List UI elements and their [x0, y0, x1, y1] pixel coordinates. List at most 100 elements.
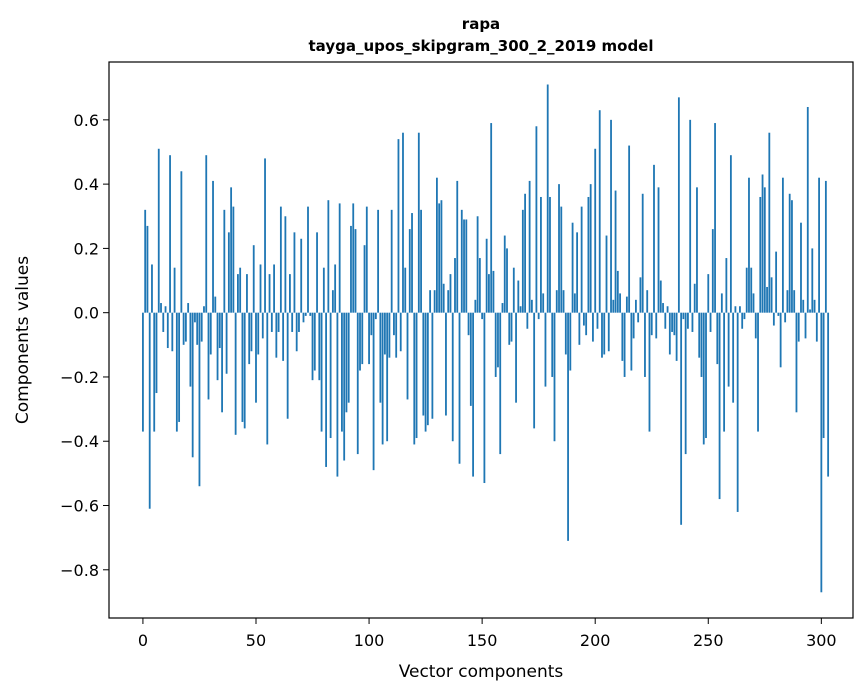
bar: [589, 184, 592, 313]
bar: [641, 193, 644, 313]
bar: [463, 219, 465, 313]
bar: [399, 312, 402, 352]
bar: [322, 267, 325, 313]
bar: [587, 196, 590, 313]
bar: [304, 312, 307, 316]
y-tick-label: −0.2: [60, 368, 99, 387]
y-tick-label: −0.6: [60, 497, 99, 516]
bar: [408, 229, 411, 313]
bar: [546, 84, 549, 313]
bar: [454, 258, 456, 313]
bar: [289, 274, 291, 313]
bar: [404, 267, 407, 313]
bar: [420, 209, 422, 313]
bar: [383, 312, 386, 355]
bar: [257, 312, 260, 355]
bar: [472, 312, 474, 477]
bar: [397, 139, 400, 313]
bar: [200, 312, 203, 342]
bar: [182, 312, 185, 345]
bar: [298, 312, 300, 332]
chart-title: rapa: [462, 15, 500, 33]
bar: [209, 312, 212, 355]
bar: [662, 303, 664, 313]
bar: [517, 280, 520, 313]
bar: [824, 180, 827, 313]
bar: [270, 312, 273, 332]
bar: [196, 312, 199, 345]
bar: [169, 155, 171, 313]
bar: [653, 164, 655, 313]
y-tick-label: −0.4: [60, 432, 99, 451]
bar: [689, 119, 692, 313]
bar: [625, 296, 628, 313]
bar: [729, 155, 732, 313]
bar: [535, 126, 538, 313]
bar: [341, 312, 343, 432]
bar: [275, 312, 278, 358]
bar: [497, 312, 499, 368]
bar: [675, 312, 678, 361]
bar: [777, 312, 780, 316]
bar: [815, 312, 818, 342]
x-tick-label: 100: [354, 631, 385, 650]
y-axis-ticks: −0.8 −0.6 −0.4 −0.2 0.0 0.2 0.4 0.6: [60, 111, 109, 580]
chart-subtitle: tayga_upos_skipgram_300_2_2019 model: [309, 37, 654, 55]
bar: [223, 209, 226, 313]
bar: [445, 312, 447, 416]
bar: [395, 312, 398, 358]
bar: [173, 267, 176, 313]
bar: [422, 312, 425, 416]
bar: [526, 312, 529, 329]
bar: [761, 174, 764, 313]
bar: [677, 97, 680, 313]
bar: [368, 312, 370, 365]
bar: [806, 106, 809, 313]
bar: [605, 235, 608, 313]
bar: [221, 312, 223, 413]
bar: [772, 312, 775, 326]
bar: [716, 312, 719, 365]
bar: [822, 312, 825, 439]
bar: [189, 312, 192, 387]
bar: [286, 312, 289, 419]
bar: [474, 299, 477, 313]
bar: [797, 312, 800, 342]
bar: [673, 312, 676, 336]
bar: [739, 306, 741, 313]
bar: [691, 312, 694, 332]
bar: [483, 312, 486, 484]
bar: [720, 293, 723, 313]
bar: [402, 132, 404, 313]
bar: [379, 312, 382, 403]
bar: [580, 206, 583, 313]
bar: [709, 312, 712, 332]
bar: [243, 312, 246, 429]
bar: [804, 312, 807, 339]
bar: [775, 251, 778, 313]
bar: [282, 312, 285, 361]
bar: [537, 312, 540, 320]
bar: [750, 267, 753, 313]
bar: [264, 158, 266, 313]
bar: [485, 238, 488, 313]
bar: [779, 312, 782, 368]
bar: [194, 312, 196, 323]
bar: [336, 312, 339, 477]
bar: [573, 293, 576, 313]
y-tick-label: 0.0: [74, 304, 99, 323]
bar: [449, 274, 452, 313]
bar: [668, 312, 671, 355]
bar: [241, 312, 244, 422]
bar: [693, 283, 696, 313]
bar: [311, 312, 314, 381]
bar: [499, 312, 502, 455]
bar: [788, 193, 791, 313]
bar: [501, 303, 504, 313]
bar: [540, 196, 542, 313]
bar: [313, 312, 316, 371]
bar: [325, 312, 327, 467]
bar: [465, 219, 468, 313]
bar: [508, 312, 511, 345]
